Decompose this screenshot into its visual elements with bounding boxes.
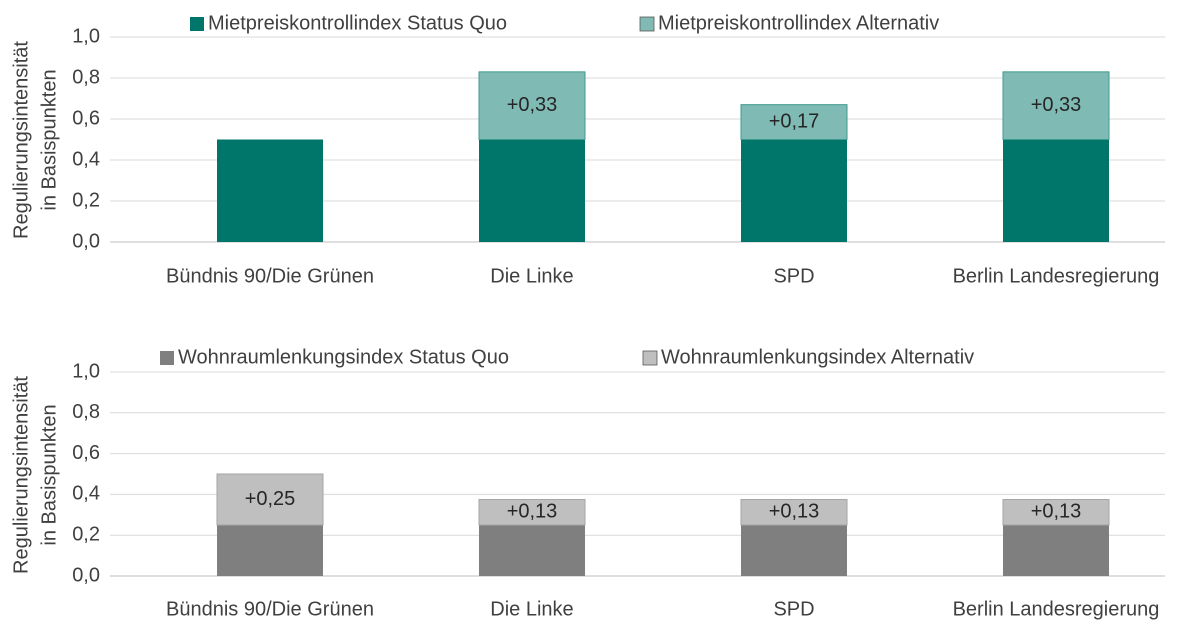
y-tick-label: 0,4 (72, 148, 100, 170)
y-tick-label: 0,6 (72, 107, 100, 129)
legend-swatch (160, 351, 174, 365)
bar-segment (741, 139, 847, 242)
bar-segment (478, 71, 586, 140)
data-label: +0,13 (1031, 501, 1082, 523)
y-tick-label: 0,8 (72, 66, 100, 88)
y-tick-label: 0,2 (72, 523, 100, 545)
legend-swatch (639, 16, 655, 32)
bar-segment (1003, 525, 1109, 576)
y-tick-label: 1,0 (72, 360, 100, 382)
bar-segment (740, 104, 848, 140)
y-axis-label: Regulierungsintensität (10, 41, 32, 239)
y-tick-label: 0,2 (72, 189, 100, 211)
y-tick-label: 0,0 (72, 564, 100, 586)
x-tick-label: Berlin Landesregierung (953, 598, 1160, 620)
x-tick-label: Die Linke (490, 598, 573, 620)
data-label: +0,13 (507, 501, 558, 523)
bar-segment (479, 139, 585, 242)
data-label: +0,25 (245, 488, 296, 510)
y-tick-label: 0,6 (72, 442, 100, 464)
bar-segment (1002, 499, 1110, 526)
legend-label: Mietpreiskontrollindex Status Quo (208, 12, 507, 34)
y-tick-label: 0,0 (72, 230, 100, 252)
y-axis-label: in Basispunkten (38, 69, 60, 210)
x-tick-label: Berlin Landesregierung (953, 265, 1160, 287)
legend-label: Mietpreiskontrollindex Alternativ (658, 12, 939, 34)
x-tick-label: SPD (773, 598, 814, 620)
y-tick-label: 0,8 (72, 401, 100, 423)
data-label: +0,33 (507, 94, 558, 116)
bar-segment (1002, 71, 1110, 140)
bar-segment (217, 525, 323, 576)
data-label: +0,33 (1031, 94, 1082, 116)
bar-segment (216, 473, 324, 526)
bar-segment (478, 499, 586, 526)
y-axis-label: in Basispunkten (38, 404, 60, 545)
bar-segment (741, 525, 847, 576)
x-tick-label: SPD (773, 265, 814, 287)
x-tick-label: Bündnis 90/Die Grünen (166, 265, 374, 287)
legend-swatch (190, 17, 204, 31)
data-label: +0,17 (769, 110, 820, 132)
legend-label: Wohnraumlenkungsindex Status Quo (178, 346, 509, 368)
y-tick-label: 1,0 (72, 25, 100, 47)
y-axis-label: Regulierungsintensität (10, 376, 32, 574)
bar-segment (217, 139, 323, 242)
bar-segment (1003, 139, 1109, 242)
bar-segment (479, 525, 585, 576)
bar-segment (740, 499, 848, 526)
y-tick-label: 0,4 (72, 483, 100, 505)
x-tick-label: Bündnis 90/Die Grünen (166, 598, 374, 620)
x-tick-label: Die Linke (490, 265, 573, 287)
data-label: +0,13 (769, 501, 820, 523)
legend-swatch (642, 350, 658, 366)
legend-label: Wohnraumlenkungsindex Alternativ (661, 346, 974, 368)
